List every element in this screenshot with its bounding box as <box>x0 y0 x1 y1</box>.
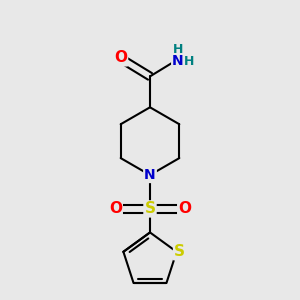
Text: O: O <box>109 201 122 216</box>
Text: H: H <box>184 55 194 68</box>
Text: N: N <box>172 54 184 68</box>
Text: H: H <box>173 43 183 56</box>
Text: O: O <box>114 50 127 65</box>
Text: S: S <box>174 244 185 259</box>
Text: N: N <box>144 168 156 182</box>
Text: S: S <box>145 201 155 216</box>
Text: O: O <box>178 201 191 216</box>
